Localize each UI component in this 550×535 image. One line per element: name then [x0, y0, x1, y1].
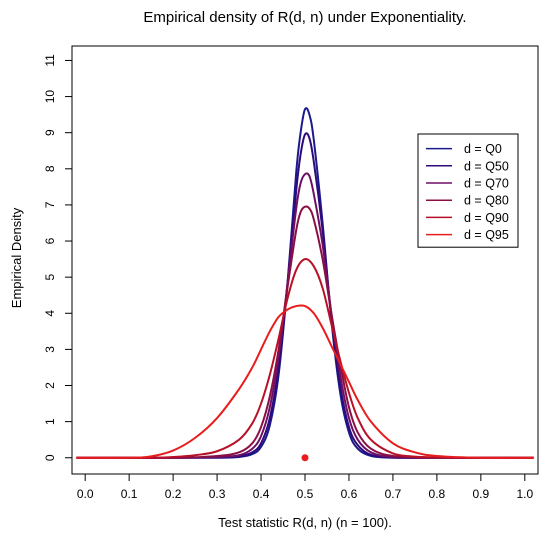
x-tick-label: 0.5	[297, 487, 314, 501]
series-line-3	[76, 205, 534, 459]
y-tick-label: 0	[43, 454, 57, 461]
legend-label-2: d = Q70	[464, 177, 509, 191]
y-tick-label: 5	[43, 273, 57, 280]
x-tick-label: 0.2	[165, 487, 182, 501]
y-tick-label: 4	[43, 310, 57, 317]
y-tick-label: 2	[43, 382, 57, 389]
x-tick-label: 1.0	[516, 487, 533, 501]
legend-label-4: d = Q90	[464, 211, 509, 225]
series-line-5	[76, 304, 534, 459]
legend-label-1: d = Q50	[464, 159, 509, 173]
y-tick-label: 11	[43, 54, 57, 67]
reference-point	[301, 454, 309, 462]
y-tick-label: 10	[43, 90, 57, 104]
y-tick-label: 9	[43, 129, 57, 136]
legend-label-0: d = Q0	[464, 142, 502, 156]
series-line-4	[76, 258, 534, 459]
x-tick-label: 0.0	[77, 487, 94, 501]
legend: d = Q0 d = Q50 d = Q70 d = Q80 d = Q90 d = Q9…	[417, 133, 519, 248]
legend-label-3: d = Q80	[464, 194, 509, 208]
x-tick-label: 0.7	[385, 487, 402, 501]
y-tick-label: 8	[43, 165, 57, 172]
x-tick-label: 0.1	[121, 487, 138, 501]
x-axis-label: Test statistic R(d, n) (n = 100).	[218, 515, 392, 530]
legend-box	[417, 133, 519, 248]
series-line-1	[76, 132, 534, 459]
x-axis: 0.0 0.1 0.2 0.3 0.4 0.5 0.6 0.7 0.8 0.9 1.0	[77, 474, 533, 501]
x-tick-label: 0.6	[341, 487, 358, 501]
marker-layer	[301, 454, 309, 462]
x-tick-label: 0.9	[473, 487, 490, 501]
series-lines	[76, 107, 534, 459]
x-tick-label: 0.3	[209, 487, 226, 501]
y-tick-label: 3	[43, 346, 57, 353]
series-line-0	[76, 107, 534, 459]
y-axis: 0 1 2 3 4 5 6 7 8 9 10 11	[43, 54, 72, 461]
y-tick-label: 6	[43, 237, 57, 244]
x-tick-label: 0.8	[429, 487, 446, 501]
y-tick-label: 7	[43, 201, 57, 208]
y-axis-label: Empirical Density	[9, 207, 24, 308]
legend-label-5: d = Q95	[464, 228, 509, 242]
chart-title: Empirical density of R(d, n) under Expon…	[143, 9, 466, 26]
series-line-2	[76, 172, 534, 459]
x-tick-label: 0.4	[253, 487, 270, 501]
y-tick-label: 1	[43, 418, 57, 425]
